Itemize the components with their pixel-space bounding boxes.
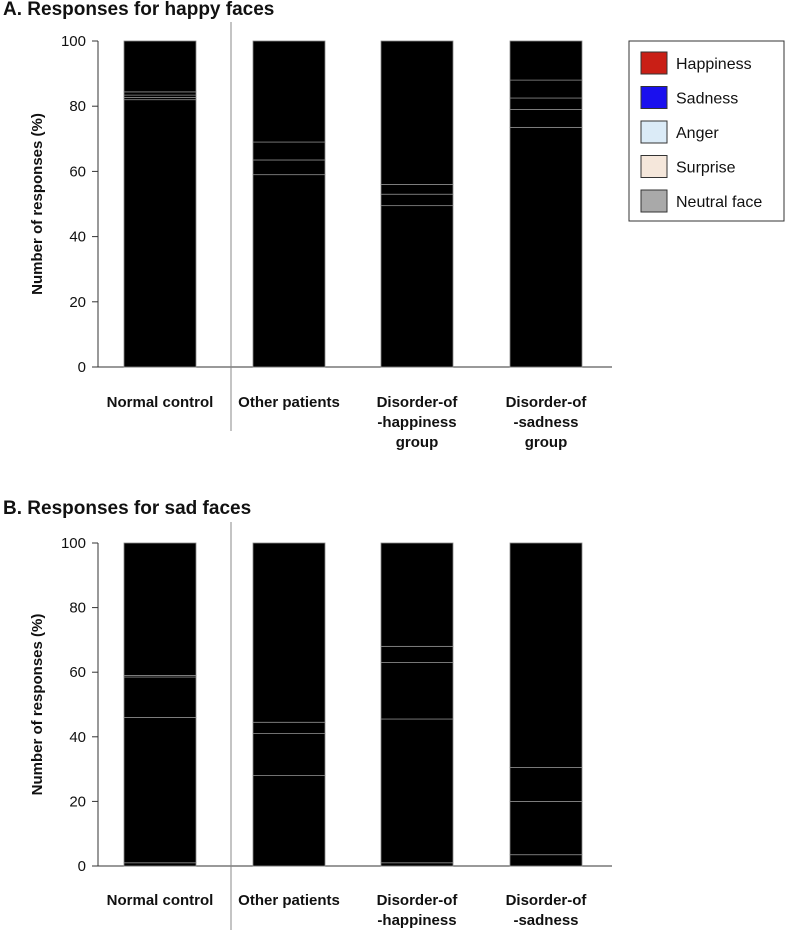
category-label-line: group (525, 434, 568, 451)
legend-label-sadness: Sadness (676, 91, 738, 108)
category-label: Normal control (107, 892, 214, 909)
y-tick-label: 20 (69, 793, 86, 810)
y-axis-label: Number of responses (%) (29, 113, 46, 295)
chart-title: B. Responses for sad faces (3, 498, 251, 519)
bar-segment-neutral-face (252, 40, 326, 143)
category-label: Other patients (238, 892, 340, 909)
category-label-line: Normal control (107, 892, 214, 909)
bar-segment-happiness (380, 205, 454, 368)
bar-segment-surprise (252, 141, 326, 161)
y-tick-label: 80 (69, 600, 86, 617)
y-tick-label: 100 (61, 535, 86, 552)
category-label-line: Other patients (238, 394, 340, 411)
bar-segment-sadness (509, 109, 583, 128)
bar-segment-sadness (252, 775, 326, 867)
y-tick-label: 0 (78, 858, 86, 875)
y-axis-label: Number of responses (%) (29, 614, 46, 796)
bar-segment-happiness (252, 174, 326, 368)
bar-segment-happiness (509, 854, 583, 867)
category-label: Normal control (107, 394, 214, 411)
bar-segment-neutral-face (509, 40, 583, 81)
category-label-line: Disorder-of (506, 394, 588, 411)
bar-segment-neutral-face (123, 542, 197, 676)
bar-segment-happiness (380, 862, 454, 867)
y-tick-label: 100 (61, 33, 86, 50)
bar-segment-happiness (123, 99, 197, 368)
category-label-line: Disorder-of (377, 394, 459, 411)
legend-label-surprise: Surprise (676, 160, 736, 177)
y-tick-label: 80 (69, 98, 86, 115)
legend-swatch-neutral-face (640, 189, 668, 213)
bar-segment-happiness (509, 126, 583, 368)
y-tick-label: 60 (69, 163, 86, 180)
panel-happy-faces: A. Responses for happy faces Number of re… (3, 0, 612, 451)
bar-segment-anger (509, 97, 583, 110)
bar-segment-sadness (252, 159, 326, 176)
bar-segment-surprise (123, 91, 197, 96)
legend-swatch-anger (640, 120, 668, 144)
y-tick-label: 40 (69, 729, 86, 746)
chart-title: A. Responses for happy faces (3, 0, 274, 20)
panel-sad-faces: B. Responses for sad faces Number of resp… (3, 498, 612, 936)
bar-segment-anger (509, 767, 583, 802)
y-tick-label: 20 (69, 294, 86, 311)
category-label: Disorder-of -happiness group (377, 394, 459, 451)
category-label-line: Other patients (238, 892, 340, 909)
category-label-line: -sadness (513, 414, 578, 431)
bar-segment-surprise (380, 645, 454, 663)
legend-label-happiness: Happiness (676, 56, 752, 73)
y-tick-label: 60 (69, 664, 86, 681)
category-label: Disorder-of -sadness group (506, 394, 588, 451)
legend-swatch-sadness (640, 86, 668, 109)
category-label-line: Disorder-of (377, 892, 459, 909)
category-label-line: Disorder-of (506, 892, 588, 909)
legend: Happiness Sadness Anger Surprise Neutral fac… (628, 40, 785, 222)
bar-segment-sadness (509, 801, 583, 856)
bar-segment-anger (380, 662, 454, 720)
category-label-line: -sadness (513, 912, 578, 929)
bar-segment-sadness (123, 717, 197, 864)
bar-segment-neutral-face (252, 542, 326, 723)
bar-segment-neutral-face (380, 542, 454, 647)
bar-segment-surprise (252, 721, 326, 734)
legend-swatch-happiness (640, 51, 668, 75)
bar-segment-happiness (123, 862, 197, 867)
bar-segment-surprise (380, 184, 454, 195)
bar-segment-neutral-face (123, 40, 197, 93)
category-label-line: Normal control (107, 394, 214, 411)
y-tick-label: 0 (78, 359, 86, 376)
y-tick-label: 40 (69, 229, 86, 246)
category-label-line: group (396, 434, 439, 451)
bar-segment-sadness (380, 718, 454, 864)
bar-segment-sadness (380, 193, 454, 207)
legend-swatch-surprise (640, 155, 668, 178)
bar-segment-surprise (509, 79, 583, 99)
bar-segment-neutral-face (509, 542, 583, 768)
category-label: Other patients (238, 394, 340, 411)
legend-label-neutral-face: Neutral face (676, 194, 762, 211)
bar-segment-anger (252, 733, 326, 776)
bar-segment-neutral-face (380, 40, 454, 185)
legend-label-anger: Anger (676, 125, 719, 142)
bar-segment-anger (123, 676, 197, 718)
category-label-line: -happiness (377, 912, 456, 929)
category-label-line: -happiness (377, 414, 456, 431)
